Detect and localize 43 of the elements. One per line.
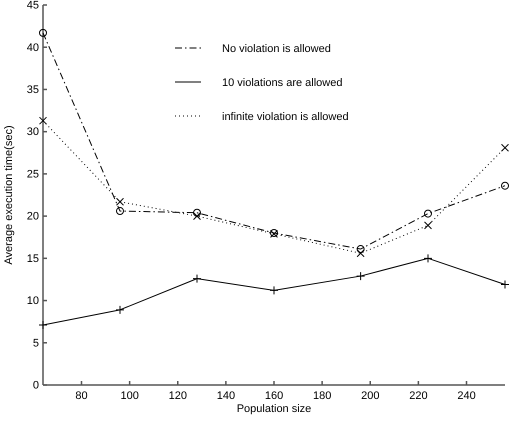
point (424, 221, 432, 230)
x-tick-label: 120 (168, 390, 187, 402)
point (192, 274, 202, 284)
point (356, 245, 365, 254)
y-tick-label: 35 (26, 84, 39, 96)
y-tick-label: 45 (26, 0, 39, 12)
point (356, 272, 366, 281)
x-tick-label: 100 (120, 390, 139, 402)
y-tick-label: 0 (32, 380, 39, 392)
x-tick-label: 80 (75, 390, 88, 402)
x-tick-label: 180 (312, 390, 332, 402)
point (501, 182, 509, 190)
point (424, 254, 432, 263)
point (193, 208, 201, 217)
point (116, 305, 124, 314)
x-tick-label: 240 (457, 390, 476, 402)
point (116, 207, 124, 216)
y-tick-label: 25 (26, 168, 39, 180)
point (270, 286, 278, 295)
legend-label: No violation is allowed (222, 43, 331, 55)
legend-label: infinite violation is allowed (222, 111, 349, 123)
y-tick-label: 20 (26, 210, 39, 223)
x-tick-label: 220 (409, 390, 428, 402)
x-tick-label: 140 (216, 390, 236, 402)
point (501, 144, 509, 152)
point (116, 198, 124, 206)
x-tick-label: 160 (264, 390, 284, 402)
point (39, 28, 47, 37)
y-axis-title: Average execution time(sec) (3, 125, 15, 265)
point (424, 210, 432, 218)
x-axis-title: Population size (236, 403, 312, 415)
x-tick-label: 200 (361, 390, 380, 402)
y-tick-label: 40 (26, 42, 39, 54)
y-tick-label: 5 (32, 337, 39, 350)
point (500, 280, 510, 290)
legend-label: 10 violations are allowed (222, 77, 342, 89)
point (193, 212, 201, 220)
y-tick-label: 10 (26, 295, 39, 308)
y-tick-label: 30 (26, 126, 39, 138)
point (39, 116, 47, 125)
point (38, 320, 48, 330)
y-tick-label: 15 (26, 252, 39, 265)
point (356, 249, 365, 258)
